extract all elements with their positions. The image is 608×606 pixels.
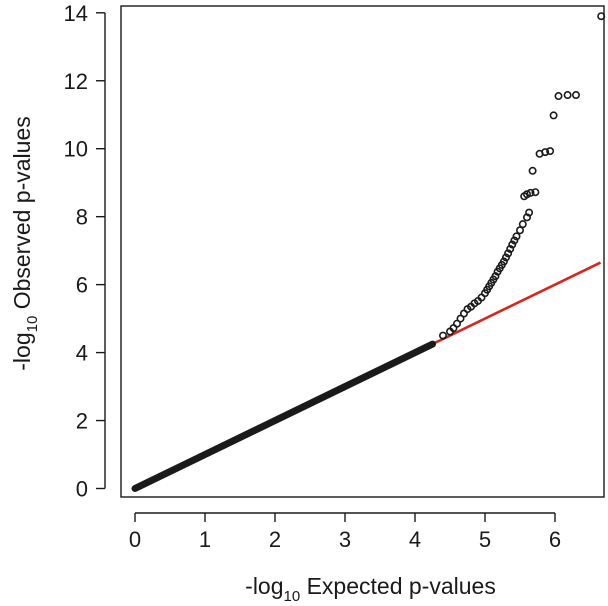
data-point <box>518 220 527 229</box>
data-point <box>504 249 513 258</box>
data-point <box>597 12 606 21</box>
y-tick-label: 12 <box>64 69 88 94</box>
x-tick-label: 6 <box>549 527 561 552</box>
data-point <box>438 331 447 340</box>
x-axis-title: -log10 Expected p-values <box>245 573 496 605</box>
dense-point-band <box>131 340 436 493</box>
y-tick-label: 14 <box>64 1 88 26</box>
data-point <box>528 166 537 175</box>
y-tick-label: 8 <box>76 205 88 230</box>
data-point <box>510 236 519 245</box>
data-point <box>508 240 517 249</box>
data-point <box>515 226 524 235</box>
y-tick-label: 6 <box>76 273 88 298</box>
data-point <box>501 253 510 262</box>
data-point <box>525 208 534 217</box>
x-tick-label: 5 <box>479 527 491 552</box>
y-tick-label: 2 <box>76 409 88 434</box>
data-point <box>549 111 558 120</box>
y-tick-label: 4 <box>76 341 88 366</box>
x-tick-label: 3 <box>339 527 351 552</box>
x-tick-label: 2 <box>269 527 281 552</box>
y-tick-label: 10 <box>64 137 88 162</box>
data-point <box>554 92 563 101</box>
data-point <box>541 148 550 157</box>
x-tick-label: 1 <box>199 527 211 552</box>
data-point <box>499 257 508 266</box>
y-tick-label: 0 <box>76 477 88 502</box>
y-axis-title: -log10 Observed p-values <box>9 116 41 370</box>
data-point <box>491 272 500 281</box>
data-point <box>571 91 580 100</box>
data-point <box>506 244 515 253</box>
x-tick-label: 0 <box>129 527 141 552</box>
data-point <box>526 188 535 197</box>
data-point <box>512 232 521 241</box>
data-point <box>531 188 540 197</box>
x-tick-label: 4 <box>409 527 421 552</box>
data-point <box>546 147 555 156</box>
plot-frame <box>120 5 605 498</box>
data-point <box>563 91 572 100</box>
